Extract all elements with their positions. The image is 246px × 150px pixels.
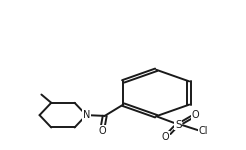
Text: O: O: [162, 132, 169, 142]
Text: N: N: [83, 110, 90, 120]
Text: S: S: [175, 120, 182, 129]
Text: Cl: Cl: [198, 126, 208, 136]
Text: O: O: [192, 110, 199, 120]
Text: O: O: [98, 126, 106, 136]
